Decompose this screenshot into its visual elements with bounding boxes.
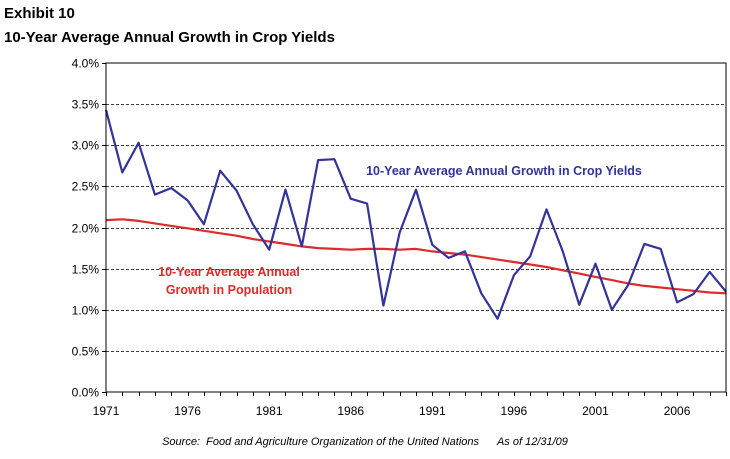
x-tick-label: 1971: [93, 404, 120, 418]
series-crop-yields-line: [104, 109, 727, 320]
y-tick-label: 2.5%: [72, 180, 100, 194]
y-tick-label: 3.5%: [72, 98, 100, 112]
y-tick-label: 3.0%: [72, 139, 100, 153]
population-annotation-line: Growth in Population: [166, 283, 292, 297]
exhibit-label: Exhibit 10: [4, 5, 75, 22]
source-note: Source: Food and Agriculture Organizatio…: [162, 436, 568, 448]
y-tick-label: 1.5%: [72, 263, 100, 277]
gridlines: [106, 104, 726, 352]
axes: 0.0% 0.5% 1.0% 1.5% 2.0% 2.5% 3.0% 3.5% 4.0% 1971…: [72, 57, 727, 418]
crop-yields-annotation: 10-Year Average Annual Growth in Crop Yi…: [366, 164, 642, 178]
x-tick-label: 2001: [582, 404, 609, 418]
series-lines: [104, 109, 727, 320]
y-tick-label: 0.0%: [72, 386, 100, 400]
x-tick-label: 1986: [337, 404, 364, 418]
x-tick-label: 1981: [256, 404, 283, 418]
plot-area: [105, 62, 727, 393]
y-tick-label: 2.0%: [72, 222, 100, 236]
y-tick-label: 4.0%: [72, 57, 100, 71]
series-population-line: [105, 218, 727, 295]
x-tick-label: 1991: [419, 404, 446, 418]
x-tick-label: 1976: [174, 404, 201, 418]
series-annotations: 10-Year Average Annual Growth in Crop Yi…: [158, 164, 642, 297]
chart-title: 10-Year Average Annual Growth in Crop Yi…: [4, 29, 335, 46]
y-tick-label: 0.5%: [72, 345, 100, 359]
population-annotation-line: 10-Year Average Annual: [158, 265, 300, 279]
x-tick-label: 2006: [664, 404, 691, 418]
y-tick-label: 1.0%: [72, 304, 100, 318]
x-tick-label: 1996: [501, 404, 528, 418]
